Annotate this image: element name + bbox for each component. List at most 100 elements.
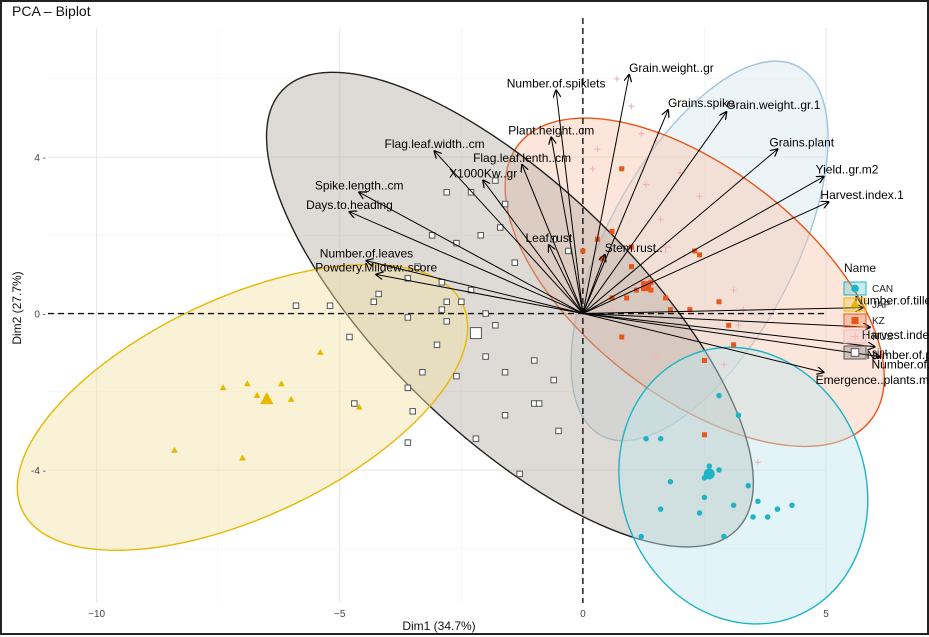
legend-label-can: CAN	[872, 284, 893, 295]
point-sint	[351, 400, 358, 407]
point-sint	[428, 232, 436, 239]
point-sint	[501, 368, 509, 376]
variable-label: Plant.height..cm	[508, 124, 594, 138]
variable-label: Number.of.spiklets	[507, 77, 606, 91]
point-can	[643, 435, 649, 442]
point-can	[706, 463, 713, 469]
ellipse-can	[618, 346, 869, 625]
chart-title: PCA – Biplot	[12, 3, 91, 19]
variable-label: Grains.spike	[668, 96, 735, 110]
point-can	[755, 498, 761, 505]
ellipse-rus	[570, 60, 829, 442]
point-sint	[375, 290, 382, 298]
x-tick-label: −10	[88, 609, 105, 620]
point-rus	[686, 334, 693, 341]
point-kz	[697, 252, 703, 258]
legend-marker-kz	[851, 317, 859, 324]
point-sint	[414, 263, 421, 270]
loading-arrow	[582, 313, 880, 357]
point-rus	[643, 181, 650, 188]
centroid-sint	[469, 327, 482, 340]
y-tick-label: 4 -	[34, 153, 46, 164]
point-jap	[316, 348, 324, 355]
loading-arrow	[376, 274, 583, 315]
point-jap	[171, 446, 178, 453]
loading-arrow	[582, 255, 605, 314]
point-rus	[735, 322, 742, 329]
point-can	[730, 502, 737, 508]
point-kz	[663, 295, 669, 301]
loading-arrow	[349, 212, 584, 315]
point-sint	[404, 275, 412, 282]
legend-title: Name	[844, 261, 876, 275]
point-rus	[657, 216, 664, 223]
point-kz	[619, 166, 625, 172]
point-rus	[730, 287, 737, 294]
point-sint	[458, 298, 465, 306]
point-can	[667, 478, 674, 485]
point-can	[657, 435, 664, 442]
variable-label: Flag.leaf.lenth..cm	[473, 151, 571, 165]
point-can	[789, 502, 795, 508]
x-tick-label: −5	[334, 609, 346, 620]
variable-label: Yield..gr.m2	[816, 163, 879, 177]
point-sint	[511, 259, 519, 266]
point-jap	[239, 454, 246, 461]
point-rus	[754, 459, 761, 466]
point-can	[735, 412, 742, 418]
point-kz	[701, 357, 707, 363]
point-kz	[726, 322, 732, 328]
point-kz	[619, 334, 625, 340]
variable-label: Grain.weight..gr.1	[726, 98, 820, 112]
point-rus	[740, 306, 747, 313]
point-rus	[677, 169, 684, 176]
point-sint	[501, 411, 509, 419]
point-sint	[477, 232, 485, 239]
point-sint	[346, 333, 353, 341]
point-sint	[443, 298, 450, 306]
loading-arrow	[359, 192, 584, 314]
point-sint	[516, 470, 523, 478]
point-sint	[472, 435, 480, 442]
loading-arrow	[366, 261, 583, 315]
point-sint	[443, 318, 450, 325]
point-sint	[326, 302, 334, 309]
y-tick-label: 0 -	[34, 310, 46, 321]
loading-arrow	[582, 308, 863, 315]
point-can	[721, 533, 727, 540]
legend-marker-sint	[850, 348, 860, 357]
point-rus	[638, 130, 645, 137]
point-kz	[624, 295, 630, 301]
variable-label: Harvest.index	[862, 328, 929, 342]
variable-label: Stem.rust..	[605, 241, 663, 255]
loading-arrow	[582, 177, 824, 314]
point-sint	[482, 310, 489, 317]
point-sint	[404, 439, 412, 446]
point-sint	[535, 400, 543, 407]
loading-arrow	[582, 149, 778, 314]
legend-marker-can	[851, 284, 859, 293]
point-sint	[492, 322, 499, 329]
point-can	[657, 506, 664, 512]
variable-label: Days.to.heading	[306, 198, 393, 212]
point-rus	[696, 193, 703, 200]
loading-arrow	[582, 202, 829, 314]
point-can	[716, 392, 722, 399]
variable-label: Flag.leaf.width..cm	[385, 137, 485, 151]
point-kz	[609, 228, 615, 234]
point-can	[764, 514, 771, 520]
point-sint	[555, 427, 562, 435]
point-sint	[467, 189, 475, 196]
ellipse-sint	[265, 71, 755, 548]
loading-arrow	[582, 313, 824, 373]
point-can	[750, 514, 756, 520]
point-sint	[453, 372, 460, 380]
point-can	[701, 494, 708, 501]
x-axis-title: Dim1 (34.7%)	[402, 619, 475, 633]
point-kz	[716, 299, 722, 305]
legend-label-jap: JAP	[872, 300, 891, 311]
point-sint	[531, 357, 538, 364]
variable-label: Number.of.plants	[867, 348, 929, 362]
legend-label-kz: KZ	[872, 316, 885, 327]
